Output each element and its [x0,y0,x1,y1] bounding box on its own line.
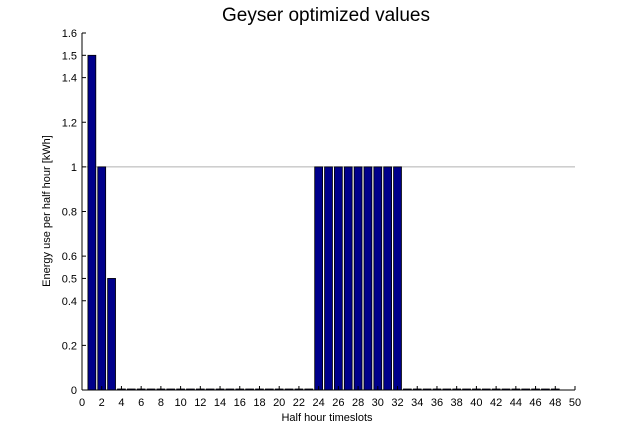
y-tick-label: 0.4 [62,296,77,308]
x-tick-label: 36 [431,397,443,409]
y-axis-label: Energy use per half hour [kWh] [41,135,53,287]
chart-title: Geyser optimized values [222,5,430,26]
x-tick-label: 46 [529,397,541,409]
x-tick-label: 50 [569,397,581,409]
x-tick-label: 18 [253,397,265,409]
bar [334,166,343,391]
x-tick-label: 10 [174,397,186,409]
x-ticks: 0 2 4 6 8 10 12 14 16 18 20 22 24 26 28 30 32 34 36 38 40 42 4… [79,386,581,409]
y-tick-label: 1.6 [62,28,77,40]
x-tick-label: 26 [332,397,344,409]
x-tick-label: 14 [214,397,226,409]
x-tick-label: 48 [549,397,561,409]
bar [373,166,383,391]
x-tick-label: 12 [194,397,206,409]
x-tick-label: 40 [470,397,482,409]
x-tick-label: 44 [510,397,522,409]
x-tick-label: 28 [352,397,364,409]
x-tick-label: 22 [293,397,305,409]
x-tick-label: 38 [451,397,463,409]
y-tick-label: 1.4 [62,73,77,85]
x-tick-label: 0 [79,397,85,409]
y-tick-label: 1.2 [62,117,77,129]
x-tick-label: 2 [99,397,105,409]
y-tick-label: 1 [71,162,77,174]
x-tick-label: 30 [372,397,384,409]
y-tick-label: 0.5 [62,273,77,285]
y-tick-label: 0.6 [62,251,77,263]
y-tick-label: 1.5 [62,50,77,62]
bar [97,166,107,391]
bar [363,166,373,391]
y-tick-label: 0.8 [62,207,77,219]
x-tick-label: 8 [158,397,164,409]
y-tick-label: 0 [71,385,77,397]
bar [353,166,363,391]
bar [314,166,323,391]
x-tick-label: 32 [391,397,403,409]
bar [343,166,353,391]
x-tick-label: 16 [234,397,246,409]
x-tick-label: 4 [118,397,124,409]
bar [383,166,393,391]
bar [107,278,116,391]
x-axis-label: Half hour timeslots [281,412,373,424]
y-ticks: 0 0.2 0.4 0.5 0.6 0.8 1 1.2 1.4 1.5 1.6 [62,28,86,397]
x-tick-label: 20 [273,397,285,409]
bar [393,166,402,391]
bar [87,54,97,391]
bars-layer [87,54,560,391]
x-tick-label: 6 [138,397,144,409]
x-tick-label: 24 [313,397,325,409]
x-tick-label: 42 [490,397,502,409]
x-tick-label: 34 [411,397,423,409]
bar [324,166,333,391]
y-tick-label: 0.2 [62,340,77,352]
